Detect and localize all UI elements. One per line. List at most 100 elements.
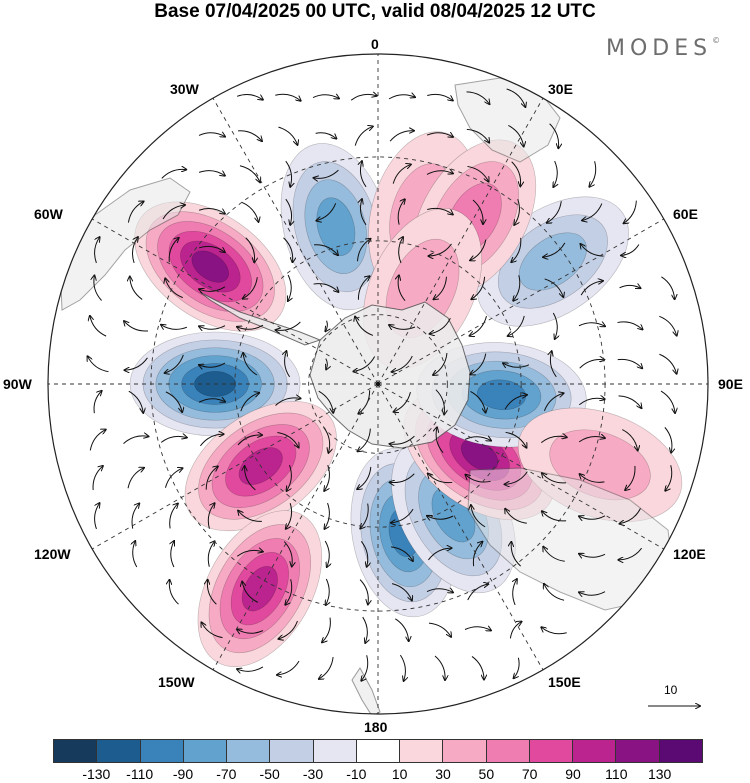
lon-label-30w: 30W: [170, 81, 199, 97]
anomaly-contour: [518, 232, 587, 291]
wind-vector: [238, 511, 262, 522]
colorbar-tick-label: 30: [435, 766, 451, 782]
wind-vector: [391, 508, 414, 523]
wind-vector: [625, 465, 636, 490]
wind-vector: [94, 237, 100, 264]
colorbar-swatch: [270, 740, 314, 762]
wind-vector: [287, 464, 292, 491]
wind-vector: [398, 275, 406, 301]
wind-vector: [543, 547, 565, 562]
wind-vector: [171, 541, 174, 568]
wind-vector: [617, 358, 643, 368]
wind-vector: [357, 276, 369, 300]
wind-vector: [388, 95, 415, 100]
wind-vector: [622, 429, 637, 451]
lon-label-90e: 90E: [718, 376, 743, 392]
meridian-line: [377, 97, 544, 385]
wind-vector: [127, 468, 144, 489]
wind-vector: [543, 242, 566, 257]
colorbar-swatch: [616, 740, 660, 762]
wind-vector: [207, 503, 214, 529]
new-zealand-outline: [351, 667, 381, 714]
wind-vector: [161, 325, 188, 330]
wind-vector: [617, 321, 642, 330]
wind-vector: [285, 160, 292, 187]
map-title: Base 07/04/2025 00 UTC, valid 08/04/2025…: [154, 1, 596, 22]
wind-vector: [659, 315, 676, 335]
wind-vector: [661, 276, 674, 299]
wind-vector: [391, 583, 412, 601]
wind-vector: [427, 93, 453, 100]
colorbar-tick-label: -110: [126, 766, 154, 782]
wind-vector: [504, 395, 527, 410]
wind-vector: [464, 437, 491, 441]
wind-vector: [506, 88, 526, 107]
wind-vector: [199, 286, 226, 292]
wind-vector: [199, 362, 226, 367]
lon-label-60w: 60W: [34, 206, 63, 222]
wind-vector: [392, 164, 411, 184]
wind-vector: [542, 473, 567, 484]
wind-vector: [198, 133, 225, 137]
wind-vector: [579, 359, 605, 369]
colorbar-swatch: [97, 740, 141, 762]
wind-vector: [123, 436, 149, 444]
wind-vector: [511, 237, 522, 262]
wind-vector: [285, 351, 290, 378]
wind-vector: [582, 203, 603, 221]
colorbar-swatch: [529, 740, 574, 762]
wind-vector: [618, 547, 643, 560]
wind-vector: [544, 584, 565, 601]
wind-vector: [660, 390, 675, 413]
wind-vector: [434, 276, 447, 300]
wind-vector: [161, 169, 186, 179]
wind-vector: [325, 320, 327, 332]
wind-vector: [511, 161, 521, 187]
south-pole-marker: [376, 382, 380, 386]
wind-vector: [580, 281, 603, 296]
colorbar-swatch: [443, 740, 487, 762]
wind-vector: [472, 199, 483, 224]
wind-vector: [316, 203, 337, 220]
wind-vector: [427, 516, 454, 519]
anomaly-contour: [241, 566, 278, 612]
lon-label-60e: 60E: [673, 206, 698, 222]
wind-vector: [395, 618, 408, 641]
wind-vector: [470, 390, 485, 412]
wind-vector: [399, 237, 403, 264]
wind-vector: [664, 427, 672, 452]
wind-vector: [207, 541, 214, 567]
wind-vector: [362, 616, 368, 643]
wind-vector: [578, 437, 605, 443]
wind-vector: [238, 130, 262, 141]
wind-vector: [207, 580, 217, 605]
colorbar-tick-label: -70: [216, 766, 237, 782]
wind-vector: [94, 503, 100, 530]
wind-vector: [130, 277, 143, 300]
colorbar-swatch: [659, 740, 702, 762]
wind-vector: [360, 161, 367, 188]
wind-vector: [428, 548, 451, 561]
colorbar-tick-label: 70: [521, 766, 538, 782]
wind-vector: [581, 244, 604, 257]
wind-vector: [621, 244, 640, 256]
wind-vector: [288, 274, 291, 301]
wind-vector: [324, 540, 329, 567]
wind-vector: [471, 276, 486, 299]
wind-vector: [205, 466, 218, 490]
lon-label-90w: 90W: [3, 376, 32, 392]
wind-vector: [277, 432, 298, 448]
wind-vector: [464, 627, 491, 631]
wind-vector: [470, 316, 487, 336]
wind-vector: [433, 352, 448, 375]
wind-vector: [589, 161, 597, 186]
colorbar-tick-label: -90: [172, 766, 194, 782]
wind-vector: [285, 579, 293, 604]
colorbar-swatch: [140, 740, 184, 762]
meridian-line: [377, 218, 665, 385]
colorbar-swatch: [486, 740, 530, 762]
colorbar-tick-label: -30: [302, 766, 324, 782]
lon-label-150w: 150W: [158, 674, 195, 690]
wind-vector: [624, 200, 637, 224]
wind-vector: [514, 198, 520, 225]
